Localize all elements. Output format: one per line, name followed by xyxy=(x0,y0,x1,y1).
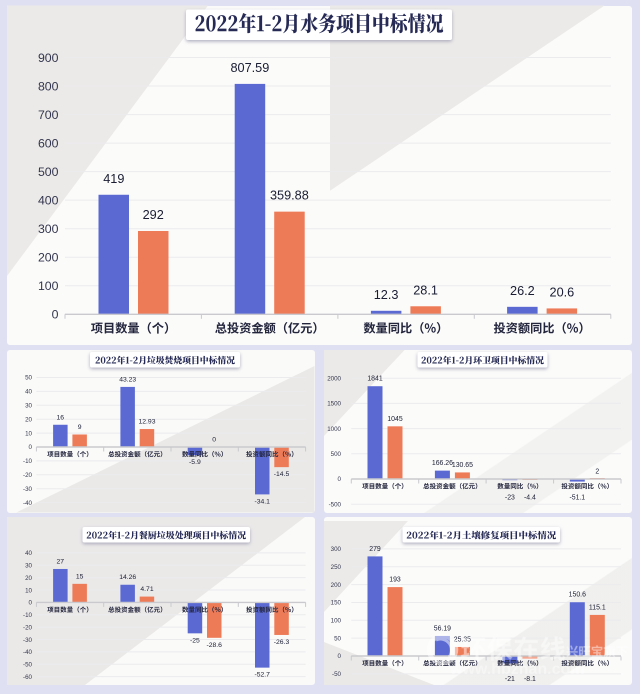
svg-text:-30: -30 xyxy=(23,486,33,493)
svg-text:40: 40 xyxy=(25,389,32,396)
svg-text:807.59: 807.59 xyxy=(230,61,269,75)
svg-text:300: 300 xyxy=(38,222,59,236)
svg-text:-10: -10 xyxy=(23,612,33,619)
svg-text:130.65: 130.65 xyxy=(452,462,473,469)
svg-text:-40: -40 xyxy=(23,649,33,656)
svg-text:-8.1: -8.1 xyxy=(524,676,536,683)
svg-text:www.hbzhan.com: www.hbzhan.com xyxy=(449,661,585,678)
svg-text:-26.3: -26.3 xyxy=(274,639,290,646)
svg-text:0: 0 xyxy=(338,476,342,483)
svg-text:15: 15 xyxy=(76,573,84,580)
svg-text:-30: -30 xyxy=(23,637,33,644)
svg-text:300: 300 xyxy=(331,546,342,553)
svg-text:50: 50 xyxy=(25,375,32,382)
svg-text:12.3: 12.3 xyxy=(374,288,399,302)
svg-text:279: 279 xyxy=(369,546,381,553)
svg-text:400: 400 xyxy=(38,194,59,208)
svg-text:-14.5: -14.5 xyxy=(274,471,290,478)
svg-text:4.71: 4.71 xyxy=(140,586,153,593)
svg-text:100: 100 xyxy=(38,279,59,293)
svg-text:193: 193 xyxy=(389,577,401,584)
svg-text:-21: -21 xyxy=(505,676,515,683)
svg-text:16: 16 xyxy=(57,414,65,421)
svg-text:1841: 1841 xyxy=(367,376,382,383)
svg-text:14.26: 14.26 xyxy=(119,574,136,581)
svg-text:115.1: 115.1 xyxy=(589,604,606,611)
svg-text:27: 27 xyxy=(57,559,65,566)
svg-text:-25: -25 xyxy=(190,637,200,644)
svg-text:-5.9: -5.9 xyxy=(189,459,201,466)
svg-text:0: 0 xyxy=(29,600,33,607)
svg-text:292: 292 xyxy=(143,208,164,222)
svg-text:-50: -50 xyxy=(332,671,342,678)
svg-text:200: 200 xyxy=(331,582,342,589)
svg-text:1045: 1045 xyxy=(387,416,402,423)
svg-text:30: 30 xyxy=(25,403,32,410)
svg-text:359.88: 359.88 xyxy=(270,189,309,203)
svg-text:26.2: 26.2 xyxy=(510,284,535,298)
svg-text:100: 100 xyxy=(331,618,342,625)
svg-text:0: 0 xyxy=(29,444,33,451)
svg-text:-10: -10 xyxy=(23,458,33,465)
svg-text:0: 0 xyxy=(52,308,59,322)
svg-text:700: 700 xyxy=(38,108,59,122)
svg-text:166.26: 166.26 xyxy=(432,460,453,467)
svg-text:-50: -50 xyxy=(23,662,33,669)
svg-text:1000: 1000 xyxy=(327,426,341,433)
svg-text:2000: 2000 xyxy=(327,375,341,382)
svg-text:43.23: 43.23 xyxy=(119,376,136,383)
svg-text:40: 40 xyxy=(25,550,32,557)
svg-text:-20: -20 xyxy=(23,624,33,631)
svg-text:28.1: 28.1 xyxy=(413,283,438,297)
svg-text:30: 30 xyxy=(25,563,32,570)
svg-text:900: 900 xyxy=(38,51,59,65)
svg-text:250: 250 xyxy=(331,564,342,571)
svg-text:10: 10 xyxy=(25,430,32,437)
svg-text:-23: -23 xyxy=(505,495,515,502)
svg-text:20: 20 xyxy=(25,416,32,423)
svg-text:600: 600 xyxy=(38,137,59,151)
svg-text:0: 0 xyxy=(212,437,216,444)
svg-text:0: 0 xyxy=(338,653,342,660)
svg-text:12.93: 12.93 xyxy=(138,419,155,426)
svg-text:9: 9 xyxy=(78,424,82,431)
svg-text:-20: -20 xyxy=(23,472,33,479)
svg-text:500: 500 xyxy=(331,451,342,458)
svg-text:25.35: 25.35 xyxy=(454,637,471,644)
svg-text:-51.1: -51.1 xyxy=(569,495,585,502)
svg-text:20.6: 20.6 xyxy=(550,285,575,299)
svg-text:-40: -40 xyxy=(23,500,33,507)
svg-text:1500: 1500 xyxy=(327,401,341,408)
svg-text:150: 150 xyxy=(331,600,342,607)
svg-text:-4.4: -4.4 xyxy=(524,495,536,502)
svg-text:200: 200 xyxy=(38,251,59,265)
svg-text:-500: -500 xyxy=(329,501,342,508)
svg-text:10: 10 xyxy=(25,587,32,594)
svg-text:500: 500 xyxy=(38,165,59,179)
svg-text:-52.7: -52.7 xyxy=(254,672,270,679)
svg-text:20: 20 xyxy=(25,575,32,582)
svg-text:50: 50 xyxy=(334,635,341,642)
svg-text:2: 2 xyxy=(595,468,599,475)
svg-text:56.19: 56.19 xyxy=(434,625,451,632)
svg-text:150.6: 150.6 xyxy=(569,592,586,599)
svg-text:-28.6: -28.6 xyxy=(206,642,222,649)
svg-text:-60: -60 xyxy=(23,674,33,681)
svg-text:800: 800 xyxy=(38,80,59,94)
svg-text:419: 419 xyxy=(103,172,124,186)
svg-text:-34.1: -34.1 xyxy=(254,498,270,505)
